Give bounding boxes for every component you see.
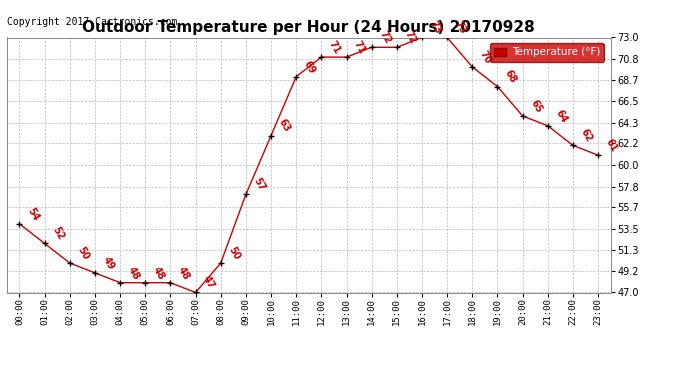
Text: 57: 57	[251, 176, 267, 193]
Text: 70: 70	[478, 49, 493, 66]
Text: 71: 71	[352, 39, 368, 56]
Text: 52: 52	[50, 225, 66, 242]
Text: 73: 73	[453, 20, 468, 36]
Text: 63: 63	[277, 117, 292, 134]
Text: 72: 72	[377, 29, 393, 46]
Text: 48: 48	[126, 264, 141, 281]
Text: 68: 68	[503, 68, 518, 85]
Title: Outdoor Temperature per Hour (24 Hours) 20170928: Outdoor Temperature per Hour (24 Hours) …	[82, 20, 535, 35]
Text: 62: 62	[578, 127, 594, 144]
Text: 64: 64	[553, 108, 569, 124]
Text: 48: 48	[151, 264, 166, 281]
Text: 49: 49	[101, 255, 116, 272]
Text: 73: 73	[428, 20, 443, 36]
Text: 72: 72	[402, 29, 417, 46]
Text: 71: 71	[327, 39, 342, 56]
Text: 65: 65	[528, 98, 544, 115]
Text: 50: 50	[226, 245, 242, 262]
Text: 47: 47	[201, 274, 217, 291]
Text: 61: 61	[604, 137, 619, 154]
Text: 54: 54	[25, 206, 41, 222]
Text: 69: 69	[302, 58, 317, 75]
Text: Copyright 2017 Cartronics.com: Copyright 2017 Cartronics.com	[7, 17, 177, 27]
Text: 50: 50	[75, 245, 91, 262]
Legend: Temperature (°F): Temperature (°F)	[490, 43, 604, 62]
Text: 48: 48	[176, 264, 191, 281]
